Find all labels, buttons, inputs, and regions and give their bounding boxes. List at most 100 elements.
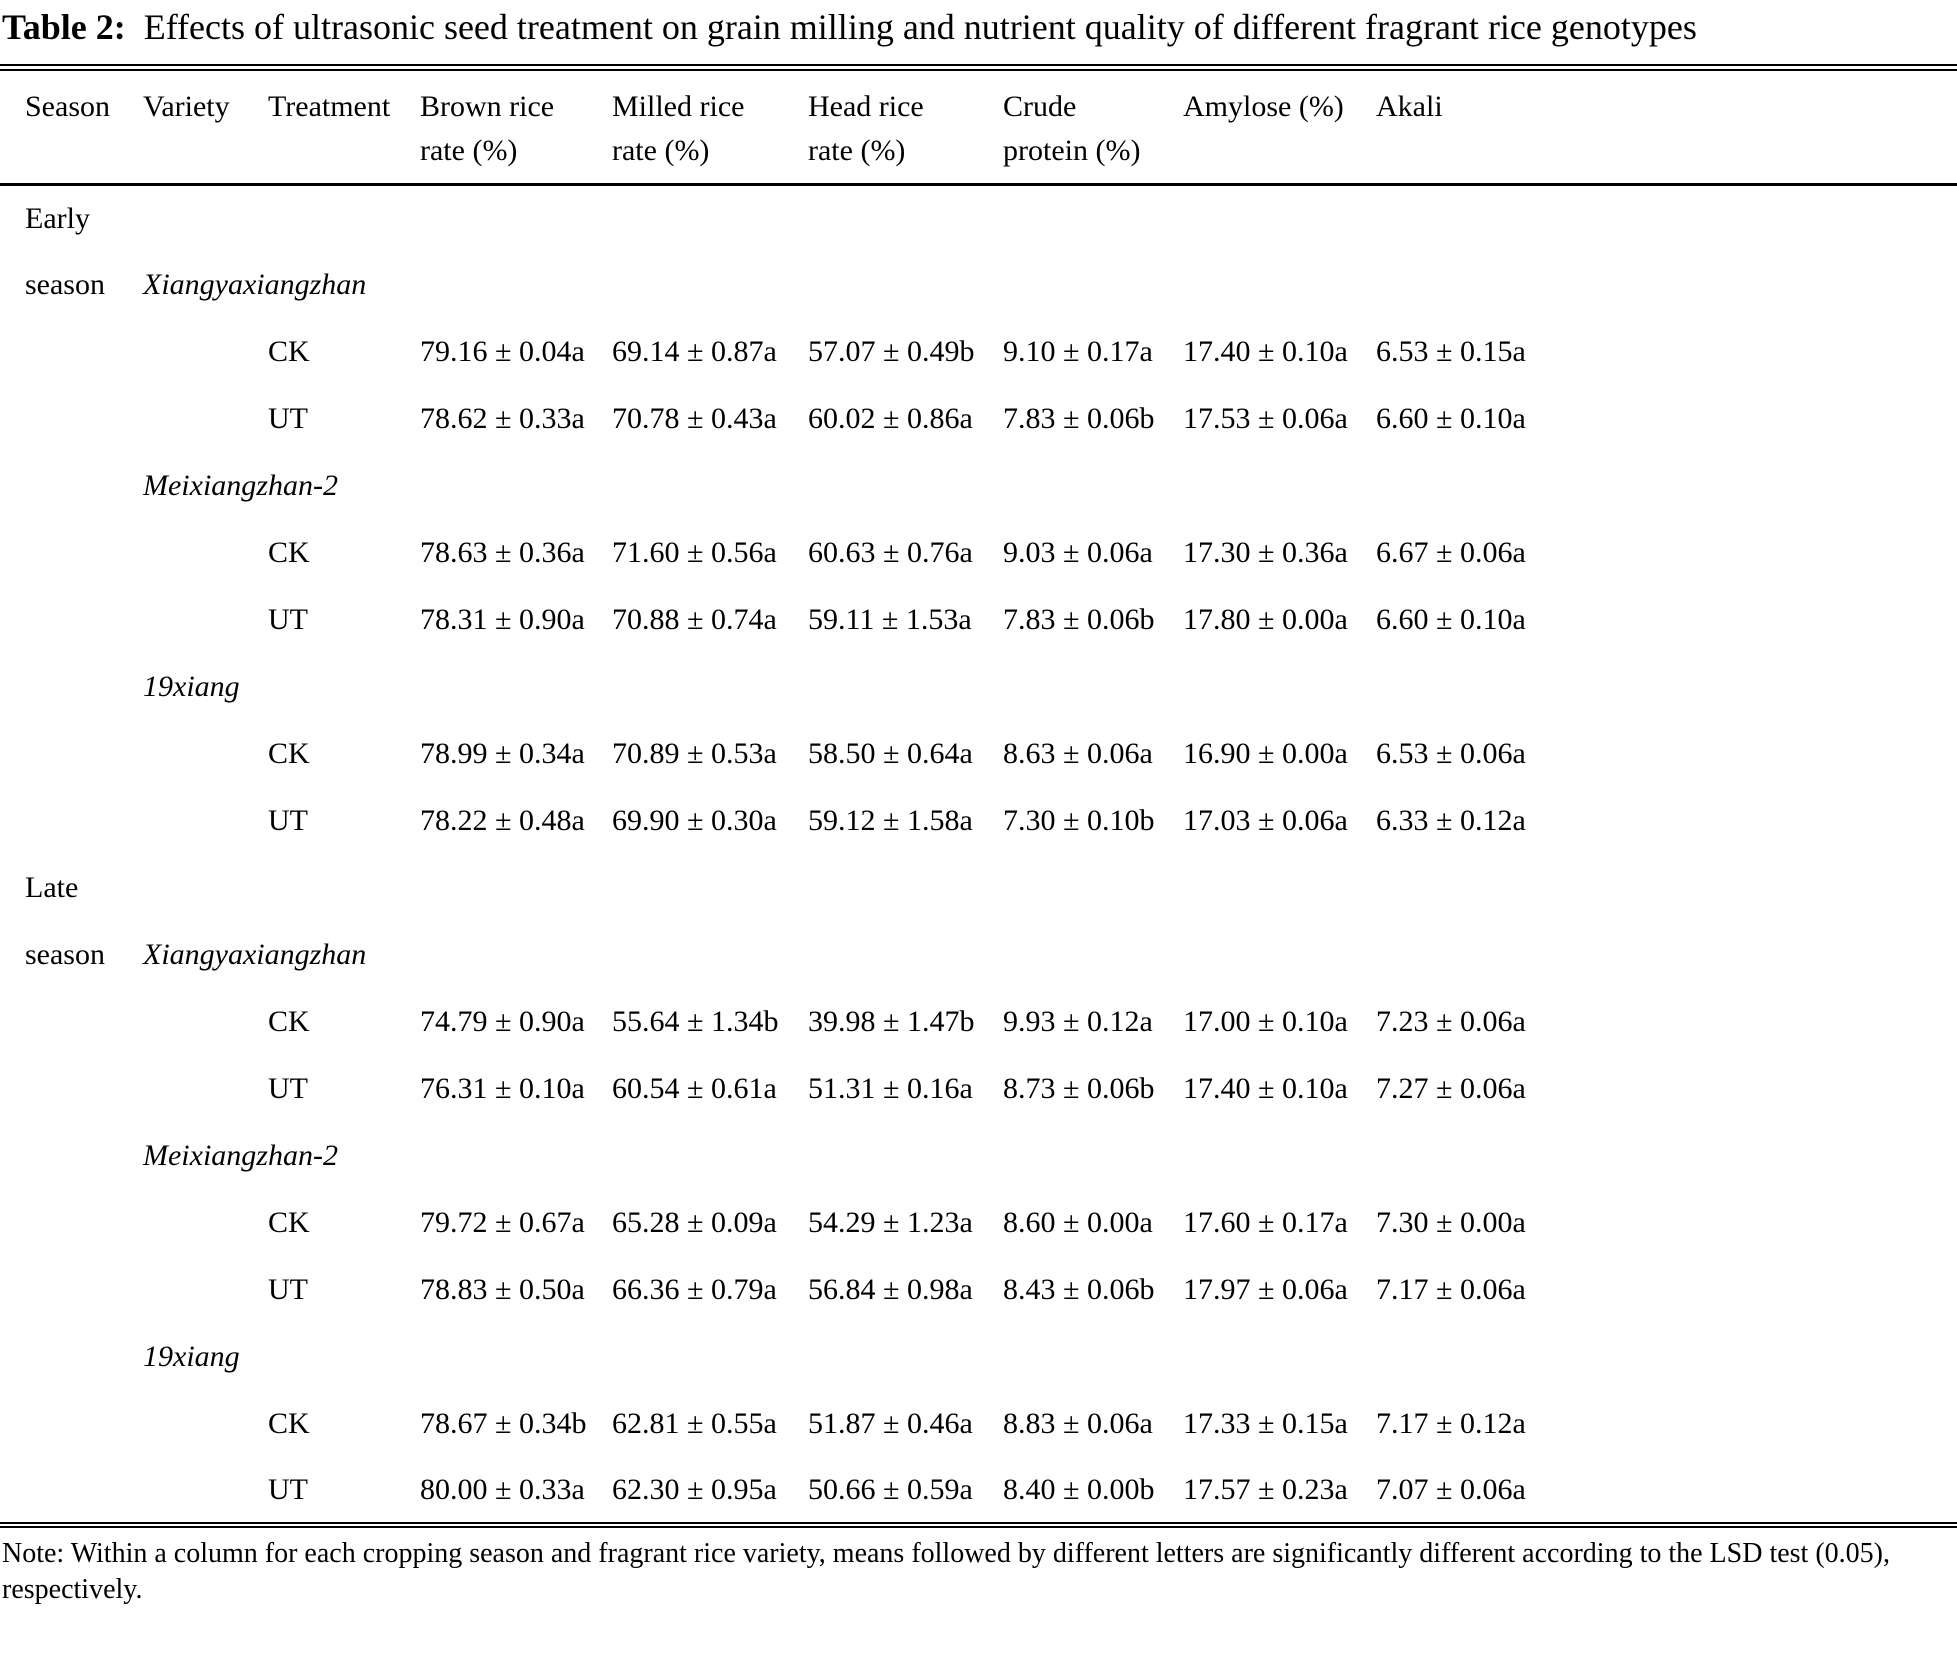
treatment-cell: UT xyxy=(268,402,308,435)
results-table: Season Variety Treatment Brown rice rate (%)… xyxy=(0,64,1957,1528)
value-cell: 7.83 ± 0.06b xyxy=(1003,603,1155,636)
value-cell: 7.23 ± 0.06a xyxy=(1376,1005,1526,1038)
value-cell: 17.53 ± 0.06a xyxy=(1183,402,1348,435)
season-cell xyxy=(0,453,143,520)
table-caption-text: Effects of ultrasonic seed treatment on … xyxy=(143,7,1697,47)
value-cell: 58.50 ± 0.64a xyxy=(808,737,973,770)
value-cell xyxy=(612,1324,808,1391)
value-cell: 7.83 ± 0.06b xyxy=(1003,402,1155,435)
season-cell xyxy=(0,1324,143,1391)
treatment-cell: UT xyxy=(268,1472,308,1506)
value-cell: 6.53 ± 0.15a xyxy=(1376,335,1526,368)
value-cell xyxy=(1376,453,1957,520)
value-cell xyxy=(1003,1324,1183,1391)
treatment-cell xyxy=(268,185,420,252)
value-cell: 17.60 ± 0.17a xyxy=(1183,1206,1348,1239)
value-cell: 57.07 ± 0.49b xyxy=(808,335,975,368)
treatment-cell: CK xyxy=(268,1206,310,1239)
value-cell: 69.14 ± 0.87a xyxy=(612,335,777,368)
value-cell: 8.63 ± 0.06a xyxy=(1003,737,1153,770)
value-cell: 50.66 ± 0.59a xyxy=(808,1472,973,1506)
value-cell xyxy=(1183,453,1376,520)
season-cell xyxy=(0,587,143,654)
treatment-cell: CK xyxy=(268,335,310,368)
value-cell: 70.88 ± 0.74a xyxy=(612,603,777,636)
value-cell xyxy=(612,453,808,520)
value-cell xyxy=(612,654,808,721)
table-row: UT 80.00 ± 0.33a 62.30 ± 0.95a 50.66 ± 0.59… xyxy=(0,1458,1957,1525)
value-cell: 60.63 ± 0.76a xyxy=(808,536,973,569)
column-header-akali: Akali xyxy=(1376,68,1957,185)
column-header-line1: Crude xyxy=(1003,90,1077,123)
value-cell: 17.33 ± 0.15a xyxy=(1183,1407,1348,1440)
value-cell: 66.36 ± 0.79a xyxy=(612,1273,777,1306)
value-cell xyxy=(1376,1123,1957,1190)
variety-cell xyxy=(143,1458,268,1525)
value-cell: 17.40 ± 0.10a xyxy=(1183,335,1348,368)
value-cell: 8.73 ± 0.06b xyxy=(1003,1072,1155,1105)
value-cell: 8.83 ± 0.06a xyxy=(1003,1407,1153,1440)
value-cell: 9.03 ± 0.06a xyxy=(1003,536,1153,569)
table-row: 19xiang xyxy=(0,1324,1957,1391)
season-cell: season xyxy=(25,938,105,971)
value-cell xyxy=(1183,922,1376,989)
value-cell xyxy=(1183,1123,1376,1190)
value-cell: 17.00 ± 0.10a xyxy=(1183,1005,1348,1038)
table-row: CK 79.16 ± 0.04a 69.14 ± 0.87a 57.07 ± 0.49… xyxy=(0,319,1957,386)
column-header-line2: rate (%) xyxy=(808,134,906,167)
value-cell: 17.57 ± 0.23a xyxy=(1183,1472,1348,1506)
season-cell xyxy=(0,788,143,855)
value-cell: 76.31 ± 0.10a xyxy=(420,1072,585,1105)
value-cell: 6.60 ± 0.10a xyxy=(1376,603,1526,636)
value-cell xyxy=(612,252,808,319)
variety-cell xyxy=(143,788,268,855)
variety-cell: Meixiangzhan-2 xyxy=(143,469,338,502)
variety-cell: Xiangyaxiangzhan xyxy=(143,938,367,971)
column-header-line1: Head rice xyxy=(808,90,924,123)
variety-cell xyxy=(143,520,268,587)
treatment-cell: CK xyxy=(268,536,310,569)
value-cell xyxy=(1376,185,1957,252)
column-header-amylose: Amylose (%) xyxy=(1183,68,1376,185)
table-row: UT 78.83 ± 0.50a 66.36 ± 0.79a 56.84 ± 0.98… xyxy=(0,1257,1957,1324)
value-cell: 65.28 ± 0.09a xyxy=(612,1206,777,1239)
table-row: CK 78.99 ± 0.34a 70.89 ± 0.53a 58.50 ± 0.64… xyxy=(0,721,1957,788)
value-cell xyxy=(1183,185,1376,252)
table-row: UT 78.62 ± 0.33a 70.78 ± 0.43a 60.02 ± 0.86… xyxy=(0,386,1957,453)
value-cell: 7.17 ± 0.06a xyxy=(1376,1273,1526,1306)
column-header-brown: Brown rice rate (%) xyxy=(420,68,612,185)
paper-page: Table 2: Effects of ultrasonic seed trea… xyxy=(0,7,1957,1605)
value-cell xyxy=(612,1123,808,1190)
value-cell xyxy=(808,855,1003,922)
table-row: Late xyxy=(0,855,1957,922)
value-cell xyxy=(420,922,612,989)
value-cell xyxy=(1376,1324,1957,1391)
value-cell xyxy=(808,1324,1003,1391)
value-cell xyxy=(612,185,808,252)
season-cell: Early xyxy=(25,201,90,235)
value-cell: 6.53 ± 0.06a xyxy=(1376,737,1526,770)
variety-cell xyxy=(143,1056,268,1123)
column-header-line1: Akali xyxy=(1376,90,1443,123)
table-row: Early xyxy=(0,185,1957,252)
value-cell: 60.02 ± 0.86a xyxy=(808,402,973,435)
column-header-line2: rate (%) xyxy=(420,134,518,167)
season-cell xyxy=(0,520,143,587)
value-cell: 17.30 ± 0.36a xyxy=(1183,536,1348,569)
season-cell xyxy=(0,1056,143,1123)
treatment-cell: CK xyxy=(268,1407,310,1440)
value-cell: 59.11 ± 1.53a xyxy=(808,603,972,636)
variety-cell: Xiangyaxiangzhan xyxy=(143,268,367,301)
value-cell: 39.98 ± 1.47b xyxy=(808,1005,975,1038)
season-cell xyxy=(0,989,143,1056)
value-cell xyxy=(808,922,1003,989)
table-body: Early season Xiangyaxiangzhan CK 79.16 ± 0.0… xyxy=(0,185,1957,1525)
value-cell: 70.89 ± 0.53a xyxy=(612,737,777,770)
season-cell xyxy=(0,1458,143,1525)
value-cell: 56.84 ± 0.98a xyxy=(808,1273,973,1306)
table-header-row: Season Variety Treatment Brown rice rate (%)… xyxy=(0,68,1957,185)
value-cell: 78.67 ± 0.34b xyxy=(420,1407,587,1440)
value-cell: 7.07 ± 0.06a xyxy=(1376,1472,1526,1506)
table-header: Season Variety Treatment Brown rice rate (%)… xyxy=(0,68,1957,185)
value-cell xyxy=(1003,855,1183,922)
